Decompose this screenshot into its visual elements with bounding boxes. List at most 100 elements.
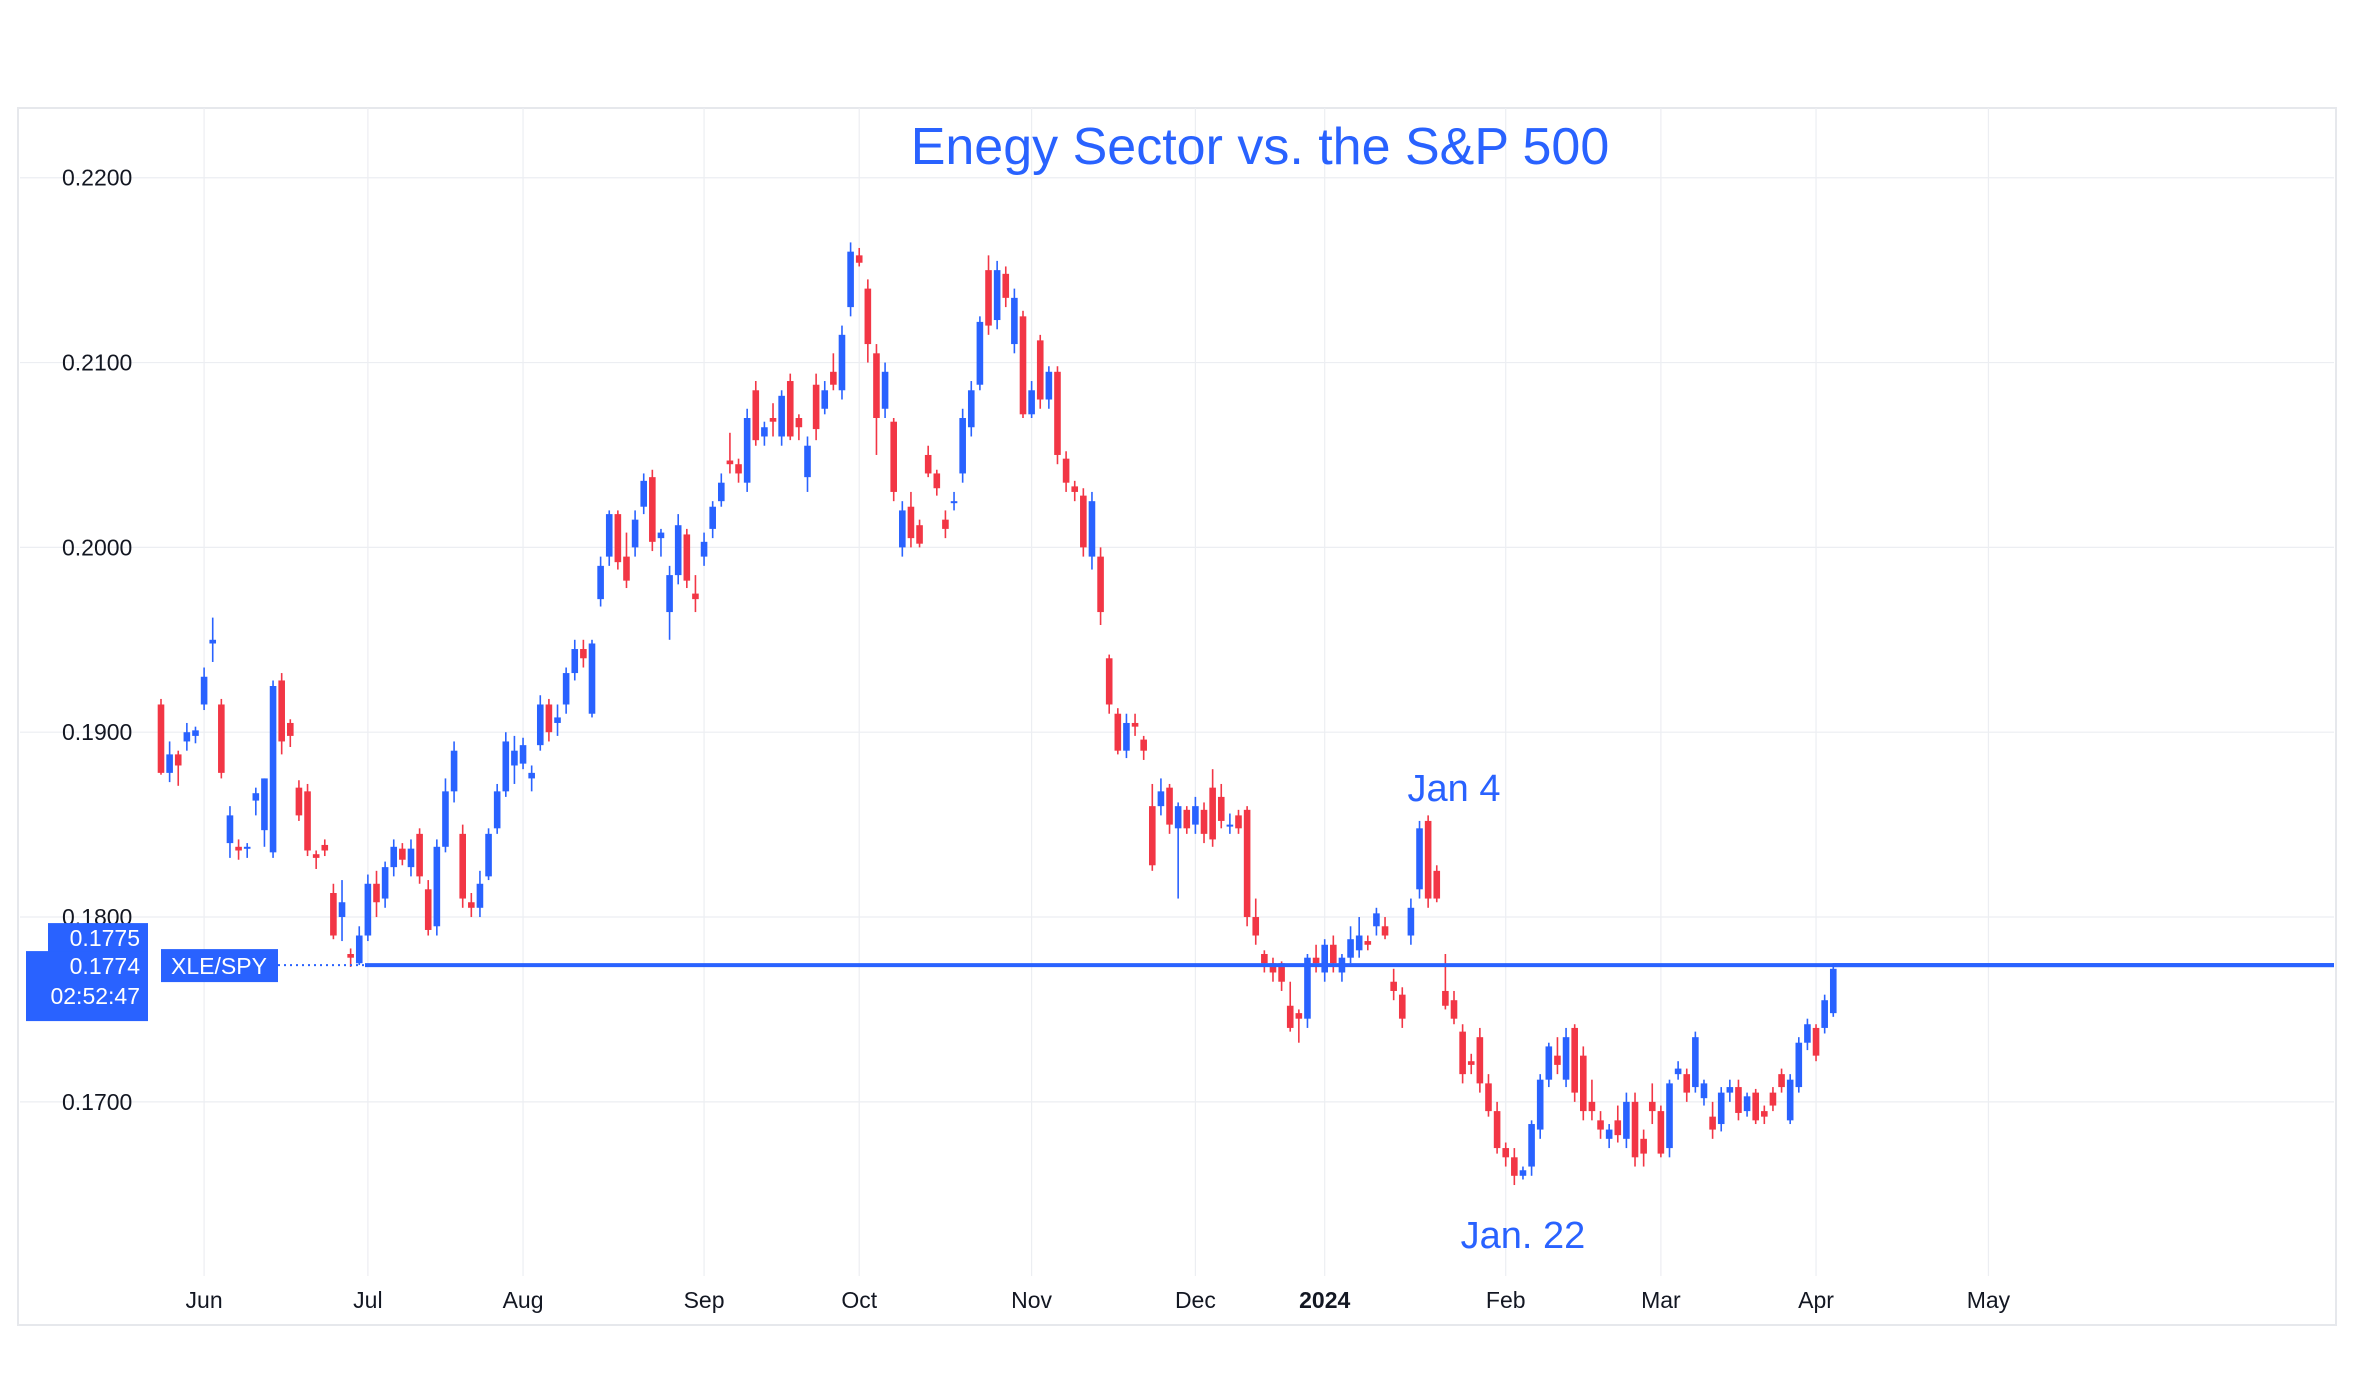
- candle: [881, 362, 889, 418]
- x-tick-label: Mar: [1641, 1287, 1681, 1313]
- candle: [1080, 488, 1087, 557]
- candle: [381, 861, 389, 908]
- candle-body: [407, 848, 415, 868]
- candle: [1804, 1018, 1811, 1051]
- candle: [1131, 713, 1139, 736]
- candle-body: [873, 353, 880, 418]
- candle: [976, 316, 984, 391]
- candle-body: [812, 384, 820, 430]
- candle-body: [1519, 1170, 1527, 1176]
- candle-body: [1226, 824, 1234, 827]
- candle-body: [554, 717, 561, 723]
- candle-body: [1183, 809, 1191, 829]
- y-tick-label: 0.2000: [62, 534, 132, 560]
- candle: [536, 695, 544, 751]
- candle: [1769, 1087, 1777, 1112]
- candle: [1812, 1024, 1820, 1062]
- candle-body: [1071, 486, 1079, 492]
- candle-body: [1278, 963, 1285, 982]
- candle-body: [1123, 722, 1130, 751]
- candle-body: [804, 445, 811, 478]
- candle-body: [1571, 1027, 1578, 1093]
- candle-body: [1097, 556, 1104, 613]
- candle: [1373, 907, 1380, 936]
- candle: [838, 325, 846, 400]
- candle: [252, 787, 260, 816]
- candle-body: [166, 754, 173, 773]
- candle-body: [476, 883, 484, 908]
- candle-body: [545, 704, 553, 733]
- candle-body: [1062, 458, 1070, 483]
- candle-body: [1347, 939, 1354, 958]
- candle: [1140, 735, 1147, 760]
- candle-body: [890, 421, 897, 492]
- candle-body: [1442, 990, 1449, 1006]
- candle-body: [1769, 1092, 1777, 1106]
- candle: [1795, 1037, 1803, 1093]
- candle: [916, 519, 923, 548]
- candle-body: [916, 525, 923, 544]
- candle: [959, 408, 966, 483]
- candle: [1519, 1166, 1527, 1180]
- candle: [476, 870, 484, 918]
- candle-body: [399, 848, 406, 860]
- candle-body: [1467, 1061, 1475, 1065]
- candle-body: [1209, 787, 1216, 840]
- candle: [769, 403, 777, 437]
- candle-body: [666, 575, 673, 613]
- candle-body: [855, 255, 863, 263]
- candle-body: [1804, 1024, 1811, 1043]
- candle: [1709, 1101, 1716, 1139]
- candle-body: [1761, 1111, 1768, 1117]
- x-tick-label: May: [1967, 1287, 2011, 1313]
- price-tag-box: [26, 951, 148, 1022]
- x-tick-label: Oct: [841, 1287, 877, 1313]
- x-axis: Jun Jul Aug Sep Oct Nov Dec 2024 Feb Mar Apr May: [186, 1287, 2011, 1313]
- candle: [1786, 1074, 1794, 1125]
- candle-body: [1657, 1111, 1665, 1154]
- candle-body: [1502, 1148, 1510, 1158]
- candle-body: [864, 288, 872, 345]
- candle: [321, 839, 329, 857]
- candle-body: [1028, 390, 1035, 415]
- price-tag-top: 0.1775: [70, 925, 140, 951]
- candle: [1735, 1079, 1742, 1121]
- candle: [1174, 802, 1182, 899]
- candle: [735, 458, 742, 483]
- candle: [1597, 1111, 1604, 1139]
- candle: [1192, 796, 1199, 834]
- candle-body: [1235, 815, 1242, 829]
- candle-body: [287, 722, 294, 736]
- candle: [1407, 898, 1415, 945]
- candle: [1648, 1083, 1656, 1125]
- candle-body: [1243, 809, 1251, 918]
- candle: [1226, 813, 1234, 834]
- candle-body: [1476, 1037, 1484, 1084]
- candle: [821, 381, 829, 415]
- candle-body: [752, 390, 760, 441]
- candle: [399, 843, 406, 866]
- candle-body: [1149, 806, 1156, 866]
- candle: [330, 883, 337, 940]
- candle: [933, 469, 941, 496]
- candle: [338, 880, 346, 942]
- candle-body: [838, 334, 846, 391]
- candle-body: [1485, 1083, 1492, 1112]
- candle: [1657, 1105, 1665, 1158]
- candle: [416, 828, 423, 884]
- candle: [157, 698, 165, 775]
- candle: [493, 783, 501, 834]
- candle-body: [1623, 1101, 1630, 1139]
- candle: [1252, 898, 1260, 945]
- candle: [1028, 381, 1035, 418]
- candle: [571, 639, 579, 681]
- candle-body: [761, 427, 768, 437]
- candle-body: [649, 477, 656, 542]
- candle: [200, 667, 208, 711]
- candle: [1623, 1092, 1630, 1149]
- x-tick-label: 2024: [1299, 1287, 1350, 1313]
- candle: [261, 778, 268, 847]
- candle-body: [1140, 739, 1147, 751]
- candle: [355, 926, 363, 966]
